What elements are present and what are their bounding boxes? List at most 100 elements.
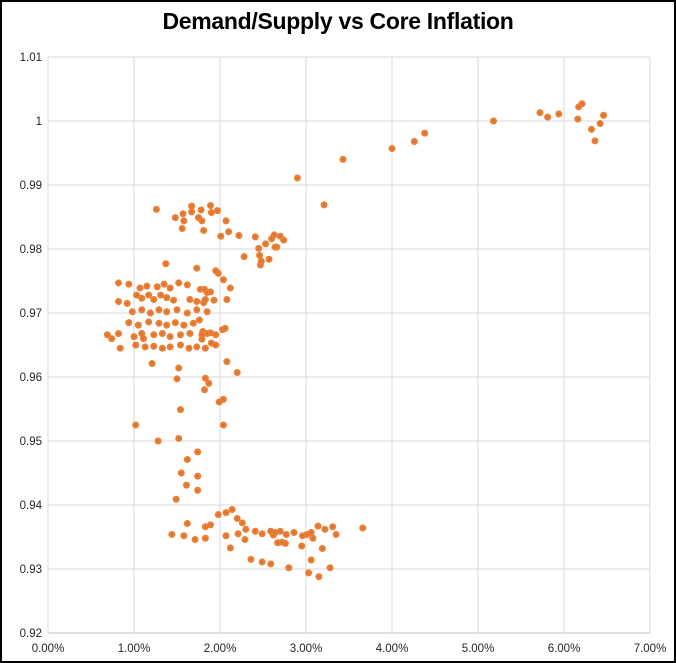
data-point xyxy=(201,344,209,352)
data-point xyxy=(226,284,234,292)
data-point xyxy=(132,421,140,429)
y-tick-label: 0.96 xyxy=(20,372,42,384)
x-tick-label: 0.00% xyxy=(32,643,65,655)
data-point xyxy=(115,329,123,337)
data-point xyxy=(258,558,266,566)
data-point xyxy=(108,335,116,343)
data-point xyxy=(158,329,166,337)
data-point xyxy=(148,360,156,368)
data-point xyxy=(194,486,202,494)
data-point xyxy=(318,545,326,553)
data-point xyxy=(332,530,340,538)
data-point xyxy=(201,386,209,394)
data-point xyxy=(200,226,208,234)
data-point xyxy=(179,210,187,218)
data-point xyxy=(207,201,215,209)
data-point xyxy=(115,297,123,305)
data-point xyxy=(155,306,163,314)
data-point xyxy=(132,341,140,349)
data-point xyxy=(150,296,158,304)
data-point xyxy=(256,251,264,259)
data-point xyxy=(226,544,234,552)
data-point xyxy=(175,279,183,287)
data-point xyxy=(233,514,241,522)
data-point xyxy=(309,534,317,542)
data-point xyxy=(219,276,227,284)
x-tick-label: 6.00% xyxy=(548,643,581,655)
x-tick-label: 3.00% xyxy=(290,643,323,655)
data-point xyxy=(171,319,179,327)
data-point xyxy=(198,217,206,225)
data-point xyxy=(198,335,206,343)
data-point xyxy=(271,243,279,251)
y-tick-label: 0.94 xyxy=(20,500,43,512)
data-point xyxy=(176,331,184,339)
data-point xyxy=(207,209,215,217)
data-point xyxy=(278,538,286,546)
data-point xyxy=(173,375,181,383)
data-point xyxy=(242,525,250,533)
data-point xyxy=(574,115,582,123)
data-point xyxy=(157,291,165,299)
data-point xyxy=(125,319,133,327)
data-point xyxy=(162,260,170,268)
data-point xyxy=(258,530,266,538)
data-point xyxy=(138,306,146,314)
y-tick-label: 0.97 xyxy=(20,308,42,320)
axis-tick-labels: 0.92 0.93 0.94 0.95 0.96 0.97 0.98 0.99 1 1.01 0.0… xyxy=(20,52,667,655)
data-point xyxy=(305,569,313,577)
y-tick-label: 1.01 xyxy=(20,52,42,64)
data-point xyxy=(163,294,171,302)
data-point xyxy=(388,145,396,153)
data-point xyxy=(145,291,153,299)
data-point xyxy=(280,236,288,244)
data-point xyxy=(293,174,301,182)
data-point xyxy=(489,117,497,125)
chart-title: Demand/Supply vs Core Inflation xyxy=(162,8,514,34)
data-point xyxy=(207,339,215,347)
data-point xyxy=(326,564,334,572)
data-point xyxy=(197,206,205,214)
data-point xyxy=(329,523,337,531)
data-point xyxy=(188,208,196,216)
data-point xyxy=(256,261,264,269)
y-tick-label: 0.92 xyxy=(20,628,42,640)
data-point xyxy=(145,318,153,326)
data-point xyxy=(128,308,136,316)
data-point xyxy=(596,120,604,128)
data-point xyxy=(195,316,203,324)
data-point xyxy=(160,280,168,288)
data-point xyxy=(180,532,188,540)
data-point xyxy=(212,267,220,275)
data-point xyxy=(210,296,218,304)
data-point xyxy=(133,291,141,299)
data-point xyxy=(186,296,194,304)
data-point xyxy=(193,343,201,351)
data-point xyxy=(222,217,230,225)
data-point xyxy=(285,564,293,572)
data-point xyxy=(421,129,429,137)
data-point xyxy=(536,109,544,117)
data-point xyxy=(315,573,323,581)
data-point xyxy=(201,374,209,382)
data-point xyxy=(238,519,246,527)
data-point xyxy=(233,369,241,377)
data-point xyxy=(219,395,227,403)
data-point xyxy=(175,434,183,442)
data-point xyxy=(139,335,147,343)
data-point xyxy=(212,331,220,339)
data-point xyxy=(359,524,367,532)
data-point xyxy=(185,344,193,352)
data-point xyxy=(234,530,242,538)
data-point xyxy=(163,308,171,316)
data-point xyxy=(213,207,221,215)
data-point xyxy=(314,522,322,530)
data-point xyxy=(205,379,213,387)
data-point xyxy=(138,294,146,302)
data-point xyxy=(182,481,190,489)
data-point xyxy=(183,309,191,317)
data-point xyxy=(591,137,599,145)
x-tick-label: 5.00% xyxy=(462,643,495,655)
